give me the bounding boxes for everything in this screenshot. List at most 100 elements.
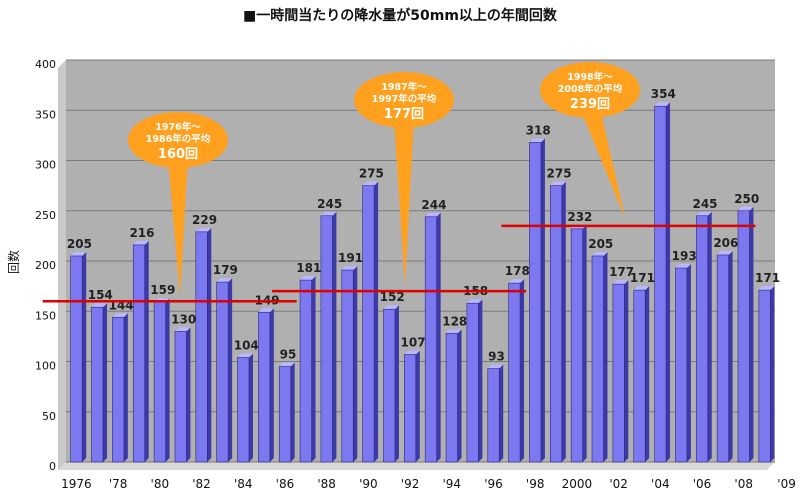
bar-front (70, 255, 83, 463)
bar-front (237, 357, 250, 463)
bar (174, 327, 191, 463)
bars (70, 102, 775, 463)
x-tick-label: '78 (109, 477, 128, 491)
y-tick-label: 400 (35, 58, 56, 71)
callout-bubble (128, 112, 228, 168)
x-tick-label: '90 (359, 477, 378, 491)
bar-front (445, 333, 458, 463)
callout-average-value: 177回 (384, 107, 424, 122)
value-labels: 2051541442161591302291791041499518124519… (67, 87, 780, 363)
bar-front (466, 302, 479, 463)
y-tick-label: 0 (49, 460, 56, 473)
bar-front (508, 282, 521, 463)
value-label: 354 (651, 87, 676, 101)
bar-side (561, 181, 566, 462)
bar (487, 364, 504, 463)
y-tick-label: 150 (35, 309, 56, 322)
value-label: 152 (380, 290, 405, 304)
bar-front (529, 142, 542, 463)
bar-top (466, 299, 483, 304)
callout-pointer (394, 118, 414, 286)
average-callout: 1998年～2008年の平均 239回 (540, 62, 640, 218)
bar-side (394, 305, 399, 462)
bar (716, 250, 733, 463)
x-tick-label: '82 (192, 477, 211, 491)
x-tick-label: '86 (276, 477, 295, 491)
bar-front (383, 308, 396, 463)
bar-top (758, 286, 775, 291)
value-label: 104 (234, 338, 259, 352)
bar-front (132, 244, 146, 463)
bar-top (529, 138, 545, 143)
callout-period-end: 1997年の平均 (372, 93, 437, 105)
y-axis-ticks: 0 50 100 150 200 250 300 350 400 (35, 58, 56, 473)
value-label: 275 (359, 167, 384, 181)
x-tick-label: 1976 (61, 477, 92, 491)
bar-side (186, 327, 191, 462)
bar-top (300, 276, 316, 281)
bar (237, 353, 253, 463)
bar-top (279, 362, 295, 367)
value-label: 171 (755, 271, 780, 285)
bar-front (195, 231, 208, 463)
bar-front (695, 215, 709, 463)
x-tick-label: '92 (401, 477, 420, 491)
bar-top (675, 264, 691, 269)
bar-front (654, 105, 667, 463)
bar-side (165, 298, 170, 462)
bar-side (374, 181, 379, 462)
bar-side (686, 264, 691, 462)
bar (299, 276, 316, 463)
bar-top (487, 364, 504, 369)
value-label: 193 (672, 249, 697, 263)
callout-period-start: 1987年～ (381, 81, 427, 93)
bar-side (770, 286, 775, 462)
callout-period-end: 1986年の平均 (146, 133, 211, 145)
average-lines (42, 224, 756, 303)
bar (550, 181, 566, 463)
bar-side (228, 278, 233, 462)
callout-period-start: 1998年～ (567, 71, 613, 83)
bar (591, 251, 608, 463)
value-label: 229 (192, 213, 217, 227)
value-label: 93 (488, 350, 505, 364)
bar-top (383, 305, 399, 310)
x-tick-label: '80 (151, 477, 170, 491)
bar (654, 102, 671, 463)
bar-side (457, 329, 462, 462)
value-label: 171 (630, 271, 655, 285)
bar-side (290, 362, 295, 462)
value-label: 107 (401, 335, 426, 349)
bar-top (237, 353, 253, 358)
bar-top (320, 211, 337, 216)
bar (529, 138, 545, 463)
bar-front (737, 210, 750, 463)
bar-side (603, 251, 608, 462)
value-label: 245 (317, 197, 342, 211)
bar-top (508, 279, 525, 284)
bar-front (258, 311, 271, 463)
bar (570, 224, 587, 463)
bar-side (499, 364, 504, 462)
x-tick-label: '09 (777, 477, 796, 491)
bar-side (624, 280, 629, 462)
bar-front (404, 354, 417, 463)
bar-top (91, 303, 108, 308)
plot-floor (58, 462, 775, 470)
bar-side (248, 353, 253, 462)
value-label: 128 (442, 314, 467, 328)
value-label: 232 (567, 210, 592, 224)
callout-period-start: 1976年～ (155, 121, 201, 133)
bar-side (582, 224, 587, 462)
value-label: 206 (713, 236, 738, 250)
x-tick-label: '08 (734, 477, 753, 491)
average-callouts: 1976年～1986年の平均 160回 1987年～1997年の平均 177回 1998… (128, 62, 640, 296)
bar-top (612, 280, 629, 285)
bar-front (424, 216, 437, 463)
bar (132, 240, 149, 463)
bar-side (666, 102, 671, 462)
bar (216, 278, 233, 463)
bar-side (478, 299, 483, 462)
bar-top (70, 251, 87, 256)
